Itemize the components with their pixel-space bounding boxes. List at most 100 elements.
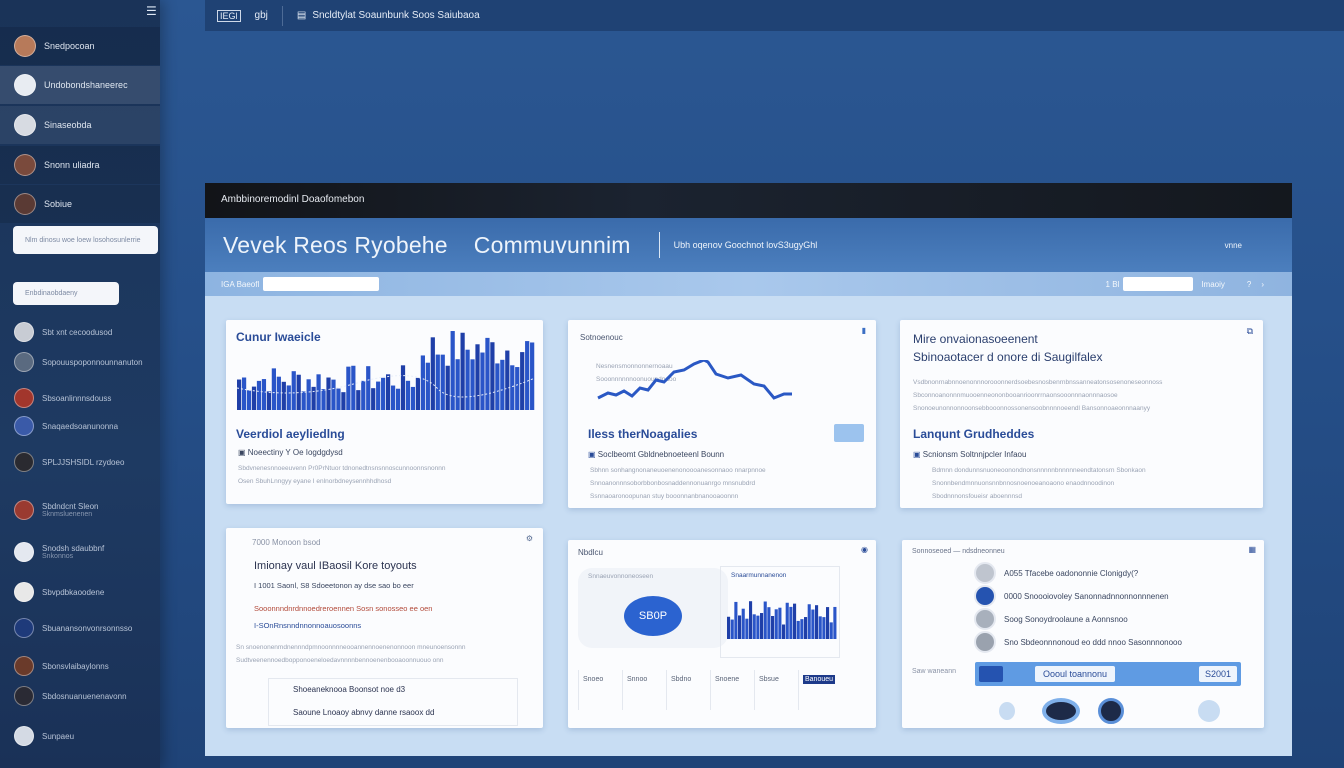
chart-bar: [326, 377, 331, 410]
contact-name: Sbdosnuanuenenavonn: [42, 691, 127, 701]
title-menu[interactable]: vnne: [1224, 240, 1242, 250]
report-row[interactable]: I 1001 Saonl, S8 Sdoeetonon ay dse sao b…: [254, 581, 414, 590]
info-icon[interactable]: ◉: [861, 545, 868, 554]
table-column[interactable]: Snoene: [710, 670, 754, 710]
card-report[interactable]: 7000 Monoon bsod ⚙ Imionay vaul IBaosil …: [226, 528, 543, 728]
chart-bar: [796, 620, 800, 639]
text-line: Ssnnaoaronoopunan stuy booonnanbnanooaoo…: [590, 493, 739, 500]
chart-bar: [730, 619, 734, 639]
toolbar-filter-input[interactable]: [1123, 277, 1194, 291]
metric-badge[interactable]: SB0P: [624, 596, 682, 636]
divider: [658, 232, 660, 258]
chart-bar: [826, 607, 830, 639]
row-text: Noeectiny Y Oe Iogdgdysd: [247, 448, 343, 457]
prev-button[interactable]: [999, 702, 1015, 720]
sidebar-item[interactable]: Sobiue: [0, 185, 160, 223]
contact-item[interactable]: Sbdosnuanuenenavonn: [14, 686, 127, 706]
sidebar-item[interactable]: Snonn uliadra: [0, 146, 160, 184]
sub-row[interactable]: Saoune Lnoaoy abnvy danne rsaoox dd: [293, 708, 435, 717]
chart-bar: [361, 380, 366, 410]
report-row[interactable]: Sooonnndnrdnnoedreroennen Sosn sonosseo …: [254, 604, 433, 613]
chart-bar: [480, 352, 485, 410]
list-item[interactable]: A055 Tfacebe oadononnie Clonigdy(?: [974, 562, 1138, 584]
avatar: [14, 322, 34, 342]
card-text: Sbhnn sonhangnonaneuoenenonoooanesonnaoo…: [590, 464, 766, 503]
chart-bar: [811, 609, 815, 639]
window-icon[interactable]: IEGl: [217, 9, 241, 22]
table-column[interactable]: Sbsue: [754, 670, 798, 710]
table-column[interactable]: Snnoo: [622, 670, 666, 710]
record-button[interactable]: [1042, 698, 1080, 724]
avatar: [14, 686, 34, 706]
contact-item[interactable]: Snaqaedsoanunonna: [14, 416, 118, 436]
table-column[interactable]: Snoeo: [578, 670, 622, 710]
action-button[interactable]: [834, 424, 864, 442]
contact-item[interactable]: Sbdndcnt Sleon Sknmsluenenen: [14, 500, 99, 520]
table-column[interactable]: Banoueu: [798, 670, 842, 710]
menu-icon[interactable]: ☰: [146, 4, 157, 18]
column-header: Sbsue: [759, 676, 779, 683]
next-button[interactable]: [1198, 700, 1220, 722]
chart-bar: [311, 386, 316, 410]
title-band: Vevek Reos Ryobehe Commuvunnim Ubh oqeno…: [205, 218, 1292, 272]
grid-icon[interactable]: ▦: [1248, 545, 1256, 554]
chart-bar: [296, 374, 301, 410]
list-item[interactable]: Sno Sbdeonnnonoud eo ddd nnoo Sasonnnono…: [974, 631, 1182, 653]
card-metrics[interactable]: Nbdlcu ◉ Snnaeuvonnoneoseen SB0P Snaarmu…: [568, 540, 876, 728]
help-icon[interactable]: ?: [1246, 279, 1252, 289]
secondary-action-button[interactable]: S2001: [1198, 666, 1237, 682]
avatar: [974, 562, 996, 584]
chart-bar: [376, 381, 381, 410]
chart-bar: [804, 617, 808, 639]
contact-item[interactable]: SPLJJSHSIDL rzydoeo: [14, 452, 124, 472]
sidebar-item[interactable]: Sinaseobda: [0, 106, 160, 144]
sidebar-item[interactable]: Undobondshaneerec: [0, 66, 160, 104]
contact-item[interactable]: Sbonsvlaibaylonns: [14, 656, 109, 676]
metric-box: Snnaeuvonnoneoseen SB0P: [578, 568, 728, 648]
chart-bar: [455, 359, 460, 410]
contact-item[interactable]: Snodsh sdaubbnf Snkonnos: [14, 542, 104, 562]
toolbar-search-input[interactable]: [263, 277, 380, 291]
search-input[interactable]: Nlm dinosu woe loew losohosunlerrie: [13, 226, 158, 254]
card-text: Sn snoenonenmdnennndpmnoonnnneooannennoe…: [236, 641, 466, 667]
chart-bar: [316, 374, 321, 410]
contact-name: SPLJJSHSIDL rzydoeo: [42, 457, 125, 467]
card-heading: Lanqunt Grudheddes: [913, 427, 1035, 441]
app-icon[interactable]: gbj: [254, 10, 268, 21]
report-row[interactable]: I-SOnRnsnndnnonnoauosoonns: [254, 621, 362, 630]
play-button[interactable]: [1098, 698, 1124, 724]
contact-item[interactable]: Sbt xnt cecoodusod: [14, 322, 112, 342]
list-item[interactable]: Soog Sonoydroolaune a Aonnsnoo: [974, 608, 1128, 630]
list-item-label: Sno Sbdeonnnonoud eo ddd nnoo Sasonnnono…: [1004, 637, 1182, 647]
info-icon[interactable]: ▮: [861, 326, 866, 335]
toolbar-option[interactable]: Imaoiy: [1201, 279, 1225, 289]
contact-item[interactable]: Sbsoanlinnnsdouss: [14, 388, 111, 408]
contact-item[interactable]: Sbvpdbkaoodene: [14, 582, 104, 602]
text-line: Sbconnoanonnnmuooenneononbooanrioonrrnao…: [913, 392, 1118, 399]
text-line: Vsdbnonrnabnnoenonnnorooonnerdsoebesnosb…: [913, 379, 1163, 386]
document-title: Sncldtylat Soaunbunk Soos Saiubaoa: [312, 10, 480, 21]
card-trends[interactable]: Sotnoenouc ▮ Nesnensmonnonnernoaau Sooonn…: [568, 320, 876, 508]
bar-chart-box: Snaarmunnanenon: [720, 566, 840, 658]
avatar-group-icon[interactable]: [979, 666, 1003, 682]
contact-item[interactable]: Sopouuspoponnounnanuton: [14, 352, 143, 372]
bar-label: Saw waneann: [912, 668, 956, 675]
document-icon: ▤: [296, 10, 307, 21]
sub-row[interactable]: Shoeaneknooa Boonsot noe d3: [293, 685, 406, 694]
sidebar-item[interactable]: Snedpocoan: [0, 27, 160, 65]
expand-icon[interactable]: ⧉: [1246, 326, 1253, 336]
card-analytics[interactable]: Cunur Iwaeicle Veerdiol aeyliedlng ▣ Noe…: [226, 320, 543, 504]
more-icon[interactable]: ›: [1261, 279, 1264, 289]
card-list[interactable]: Sonnoseoed — ndsdneonneu ▦ A055 Tfacebe …: [902, 540, 1264, 728]
contact-name: Sbt xnt cecoodusod: [42, 327, 113, 337]
list-item[interactable]: 0000 Snoooiovoley Sanonnadnnonnonnnenen: [974, 585, 1169, 607]
chart-bar: [366, 366, 371, 410]
table-column[interactable]: Sbdno: [666, 670, 710, 710]
contact-item[interactable]: Sunpaeu: [14, 726, 74, 746]
filter-input[interactable]: Enbdinaobdaeny: [13, 282, 119, 305]
primary-action-button[interactable]: Oooul toannonu: [1035, 666, 1116, 682]
settings-icon[interactable]: ⚙: [525, 534, 533, 543]
contact-item[interactable]: Sbuanansonvonrsonnsso: [14, 618, 132, 638]
avatar: [974, 608, 996, 630]
card-overview[interactable]: ⧉ Mire onvaionasoeenent Sbinoaotacer d on…: [900, 320, 1263, 508]
